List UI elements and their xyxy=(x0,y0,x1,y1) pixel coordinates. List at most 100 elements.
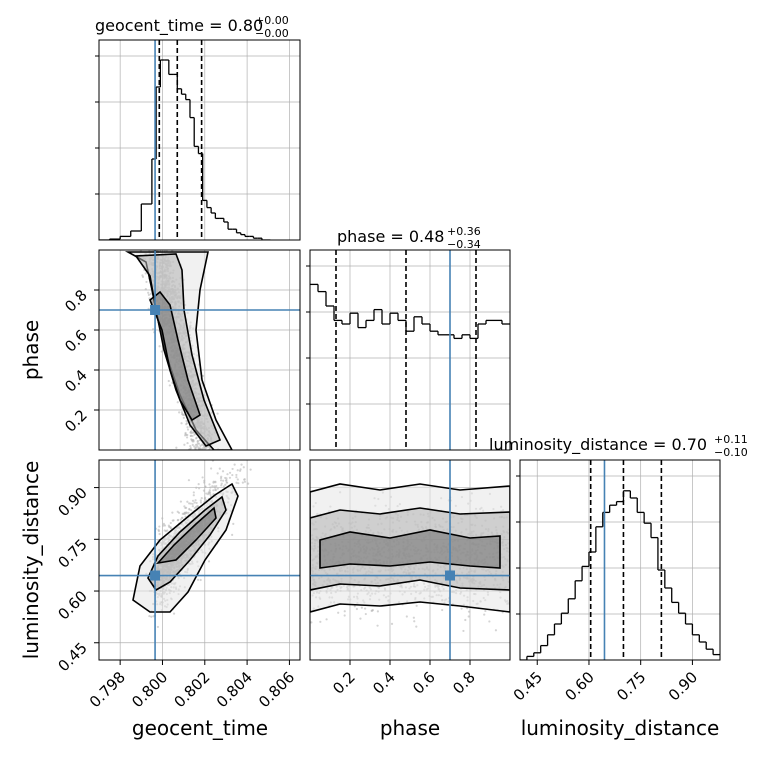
sample-point xyxy=(488,620,491,623)
sample-point xyxy=(208,489,211,492)
sample-point xyxy=(214,488,217,492)
sample-point xyxy=(169,521,172,525)
sample-point xyxy=(242,466,245,469)
sample-point xyxy=(195,437,198,440)
sample-point xyxy=(256,445,258,447)
sample-point xyxy=(235,481,238,484)
title-luminosity-distance: luminosity_distance = 0.70 +0.11 −0.10 xyxy=(489,433,748,459)
sample-point xyxy=(193,506,196,510)
sample-point xyxy=(182,416,185,419)
sample-point xyxy=(166,529,169,532)
sample-point xyxy=(202,489,206,492)
contour-level-3 xyxy=(155,506,217,565)
sample-point xyxy=(464,618,467,622)
sample-point xyxy=(248,439,250,441)
tick-label-luminosity_distance: 0.90 xyxy=(54,484,90,520)
sample-point xyxy=(232,522,235,526)
sample-point xyxy=(196,441,199,445)
sample-point xyxy=(169,525,172,529)
sample-point xyxy=(197,487,201,490)
tick-label-geocent_time: 0.804 xyxy=(213,668,256,711)
sample-point xyxy=(210,467,213,470)
sample-point xyxy=(193,445,196,448)
sample-point xyxy=(201,476,204,479)
histogram-phase xyxy=(310,250,510,450)
sample-point xyxy=(376,624,379,627)
sample-point xyxy=(180,411,184,414)
sample-point xyxy=(415,625,418,628)
xlabel-luminosity-distance: luminosity_distance xyxy=(521,716,720,740)
sample-point xyxy=(225,478,228,482)
panel-frame xyxy=(309,249,511,451)
sample-point xyxy=(162,522,165,525)
sample-point xyxy=(181,516,184,519)
sample-point xyxy=(191,499,195,502)
sample-point xyxy=(209,493,212,496)
title-phase: phase = 0.48 +0.36 −0.34 xyxy=(337,225,481,251)
sample-point xyxy=(231,467,234,471)
sample-point xyxy=(189,502,192,505)
panel-frame xyxy=(309,459,511,661)
sample-point xyxy=(149,292,152,296)
density-luminosity_distance-geocent_time xyxy=(99,427,300,660)
sample-point xyxy=(186,441,189,445)
sample-point xyxy=(191,443,194,447)
sample-point xyxy=(441,608,444,612)
sample-point xyxy=(251,427,253,429)
sample-point xyxy=(193,501,196,504)
density-phase-geocent_time xyxy=(99,250,300,450)
sample-point xyxy=(168,384,171,387)
sample-point xyxy=(197,447,200,450)
sample-point xyxy=(197,483,200,486)
sample-point xyxy=(199,499,202,502)
sample-point xyxy=(196,578,200,581)
sample-point xyxy=(191,502,194,506)
sample-point xyxy=(158,525,161,528)
sample-point xyxy=(364,612,367,616)
sample-point xyxy=(171,511,174,514)
sample-point xyxy=(199,444,202,447)
sample-point xyxy=(196,439,200,443)
sample-point xyxy=(216,456,218,458)
sample-point xyxy=(235,476,238,479)
sample-point xyxy=(239,444,241,446)
sample-point xyxy=(462,629,465,633)
sample-point xyxy=(190,509,193,512)
sample-point xyxy=(186,428,190,431)
sample-point xyxy=(157,529,161,533)
svg-text:−0.00: −0.00 xyxy=(255,27,289,40)
sample-point xyxy=(163,524,167,527)
sample-point xyxy=(325,618,328,621)
sample-point xyxy=(185,422,188,425)
panel-luminosity_distance-vs-luminosity_distance xyxy=(516,459,721,661)
xlabel-geocent-time: geocent_time xyxy=(132,716,268,740)
sample-point xyxy=(234,453,236,455)
sample-point xyxy=(242,453,244,455)
sample-point xyxy=(236,478,239,481)
sample-point xyxy=(226,473,229,476)
ylabel-phase: phase xyxy=(19,320,43,380)
sample-point xyxy=(184,515,187,518)
truth-marker xyxy=(150,570,161,581)
sample-point xyxy=(209,486,212,489)
sample-point xyxy=(175,446,178,449)
tick-label-phase: 0.4 xyxy=(369,668,399,698)
sample-point xyxy=(179,518,182,521)
tick-label-geocent_time: 0.802 xyxy=(171,668,214,711)
sample-point xyxy=(212,489,215,492)
sample-point xyxy=(224,483,227,486)
sample-point xyxy=(235,473,238,477)
sample-point xyxy=(467,615,470,618)
xlabel-phase: phase xyxy=(380,716,440,740)
sample-point xyxy=(237,482,240,485)
sample-point xyxy=(199,578,202,582)
panel-geocent_time-vs-geocent_time xyxy=(95,39,301,241)
sample-point xyxy=(184,431,187,435)
sample-point xyxy=(185,436,189,439)
sample-point xyxy=(310,621,313,624)
sample-point xyxy=(231,473,234,477)
sample-point xyxy=(343,610,346,613)
sample-point xyxy=(150,615,153,618)
sample-point xyxy=(194,499,197,502)
